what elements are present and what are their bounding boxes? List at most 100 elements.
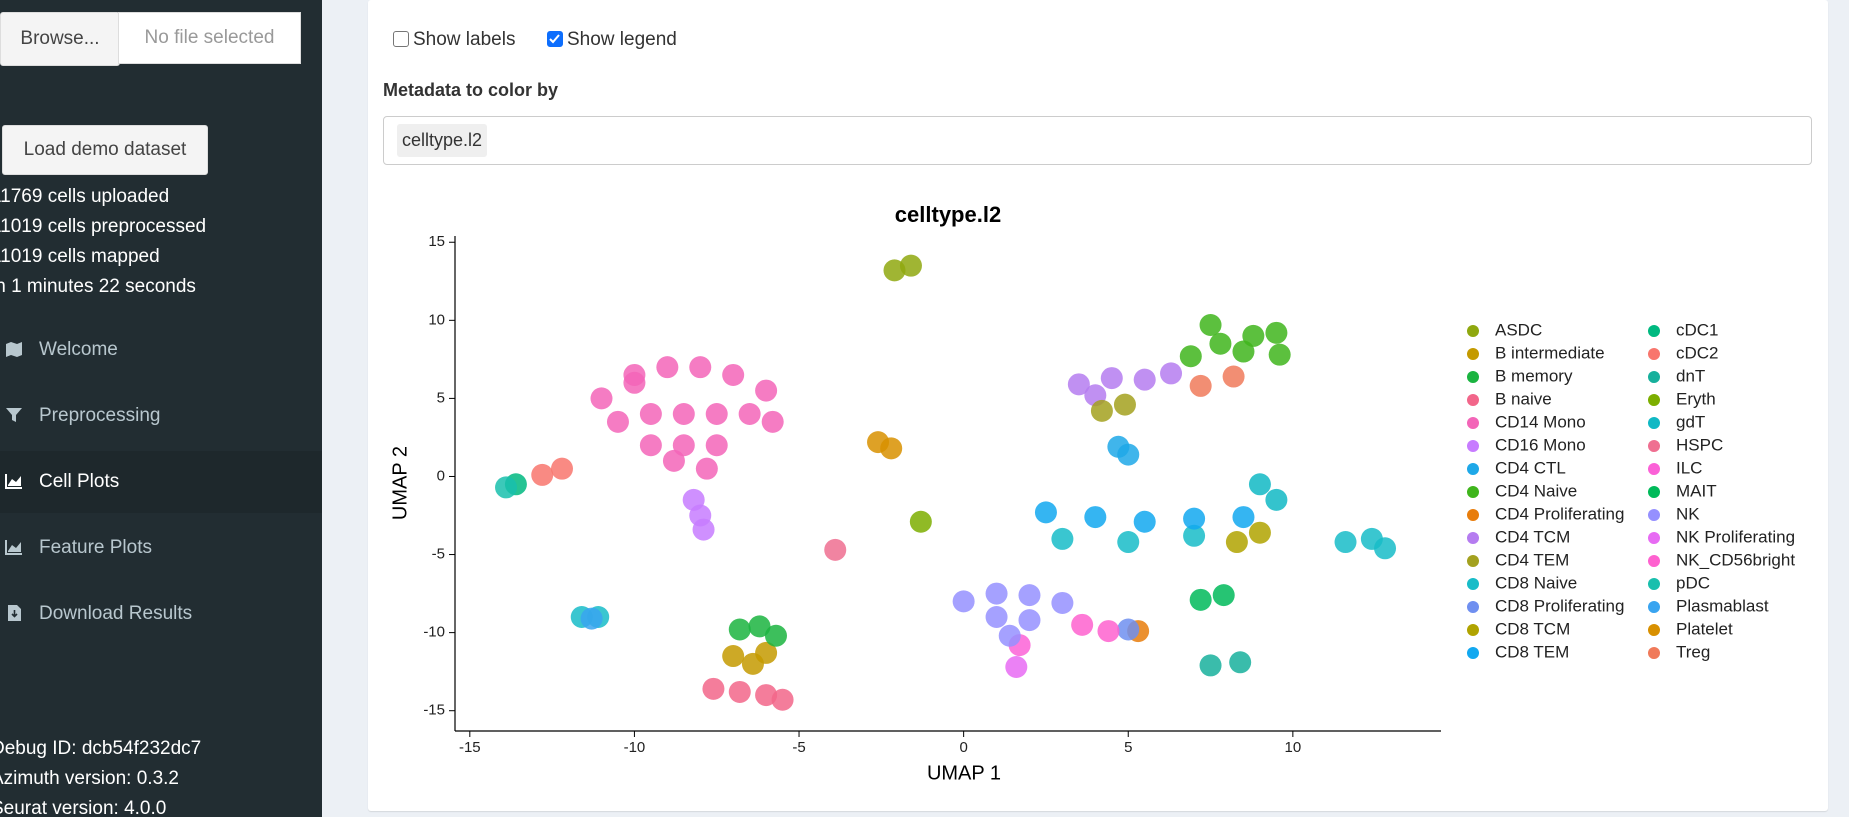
menu-item[interactable]: Download Results xyxy=(0,583,322,645)
legend-swatch xyxy=(1467,601,1479,613)
cell-cluster-point xyxy=(672,434,695,457)
legend-swatch xyxy=(1467,647,1479,659)
legend-label: CD14 Mono xyxy=(1495,412,1586,431)
y-tick-label: -10 xyxy=(423,624,445,641)
cell-cluster-point xyxy=(1248,521,1271,544)
legend-label: NK Proliferating xyxy=(1676,527,1795,546)
cell-cluster-point xyxy=(761,410,784,433)
legend-label: cDC1 xyxy=(1676,320,1719,339)
cell-cluster-point xyxy=(1051,527,1074,550)
x-tick-label: 0 xyxy=(959,739,967,756)
cell-cluster-point xyxy=(1100,367,1123,390)
cell-cluster-point xyxy=(1229,651,1252,674)
y-tick-label: 10 xyxy=(428,311,445,328)
cell-cluster-point xyxy=(1183,524,1206,547)
cell-cluster-point xyxy=(695,457,718,480)
cell-cluster-point xyxy=(692,518,715,541)
footer-text: Seurat version: 4.0.0 xyxy=(0,798,167,817)
legend-swatch xyxy=(1648,624,1660,636)
checkbox-label[interactable]: Show legend xyxy=(567,29,677,50)
checkbox-label[interactable]: Show labels xyxy=(413,29,516,50)
x-tick-label: -10 xyxy=(624,739,646,756)
cell-cluster-point xyxy=(1183,507,1206,530)
menu-item[interactable]: Feature Plots xyxy=(0,517,322,579)
demo-button[interactable]: Load demo dataset xyxy=(2,125,208,175)
cell-cluster-point xyxy=(985,606,1008,629)
checkbox[interactable] xyxy=(547,31,563,47)
cell-cluster-point xyxy=(702,677,725,700)
legend-swatch xyxy=(1467,532,1479,544)
cell-cluster-point xyxy=(550,457,573,480)
legend-label: CD8 Proliferating xyxy=(1495,596,1624,615)
cell-cluster-point xyxy=(1199,314,1222,337)
legend-label: Platelet xyxy=(1676,619,1733,638)
cell-cluster-point xyxy=(1117,443,1140,466)
file-input[interactable]: No file selected xyxy=(118,12,301,64)
y-tick-label: 15 xyxy=(428,233,445,250)
cell-cluster-point xyxy=(722,645,745,668)
legend-label: NK_CD56bright xyxy=(1676,550,1795,569)
cell-cluster-point xyxy=(639,434,662,457)
cell-cluster-point xyxy=(1179,345,1202,368)
legend-swatch xyxy=(1467,394,1479,406)
footer-text: Azimuth version: 0.3.2 xyxy=(0,768,179,789)
cell-cluster-point xyxy=(1051,591,1074,614)
legend-label: CD8 Naive xyxy=(1495,573,1577,592)
cell-cluster-point xyxy=(1133,510,1156,533)
select-input[interactable]: celltype.l2 xyxy=(383,116,1812,165)
menu-item[interactable]: Welcome xyxy=(0,319,322,381)
y-tick-label: 5 xyxy=(437,389,445,406)
legend-label: pDC xyxy=(1676,573,1710,592)
x-tick-label: -5 xyxy=(792,739,805,756)
status-text: 11019 cells mapped xyxy=(0,246,160,267)
legend-swatch xyxy=(1467,555,1479,567)
status-text: in 1 minutes 22 seconds xyxy=(0,276,196,297)
menu-label: Feature Plots xyxy=(39,537,152,558)
legend-label: ASDC xyxy=(1495,320,1542,339)
cell-cluster-point xyxy=(1117,618,1140,641)
cell-cluster-point xyxy=(1248,473,1271,496)
legend-label: CD8 TEM xyxy=(1495,642,1569,661)
legend-label: CD16 Mono xyxy=(1495,435,1586,454)
select-label: Metadata to color by xyxy=(383,80,559,100)
cell-cluster-point xyxy=(728,618,751,641)
cell-cluster-point xyxy=(1113,393,1136,416)
cell-cluster-point xyxy=(909,510,932,533)
cell-cluster-point xyxy=(1232,506,1255,529)
legend-swatch xyxy=(1648,555,1660,567)
menu-label: Download Results xyxy=(39,603,193,624)
y-tick-label: -5 xyxy=(432,546,445,563)
legend-label: NK xyxy=(1676,504,1700,523)
legend-label: CD4 Proliferating xyxy=(1495,504,1624,523)
x-tick-label: 10 xyxy=(1285,739,1302,756)
cell-cluster-point xyxy=(764,624,787,647)
cell-cluster-point xyxy=(656,356,679,379)
cell-cluster-point xyxy=(998,624,1021,647)
cell-cluster-point xyxy=(1225,531,1248,554)
legend-swatch xyxy=(1648,509,1660,521)
cell-cluster-point xyxy=(771,688,794,711)
legend-label: cDC2 xyxy=(1676,343,1719,362)
cell-cluster-point xyxy=(1018,584,1041,607)
browse-button[interactable]: Browse... xyxy=(0,12,120,66)
legend-swatch xyxy=(1648,578,1660,590)
legend-swatch xyxy=(1648,394,1660,406)
cell-cluster-point xyxy=(1067,373,1090,396)
status-text: 11019 cells preprocessed xyxy=(0,216,207,237)
cell-cluster-point xyxy=(952,590,975,613)
menu-label: Preprocessing xyxy=(39,405,161,426)
cell-cluster-point xyxy=(1265,321,1288,344)
menu-item[interactable]: Preprocessing xyxy=(0,385,322,447)
cell-cluster-point xyxy=(755,641,778,664)
menu-item[interactable]: Cell Plots xyxy=(0,451,322,513)
status-text: 11769 cells uploaded xyxy=(0,186,170,207)
legend-swatch xyxy=(1467,486,1479,498)
checkbox[interactable] xyxy=(393,31,409,47)
cell-cluster-point xyxy=(748,615,771,638)
legend-swatch xyxy=(1648,440,1660,452)
cell-cluster-point xyxy=(1160,362,1183,385)
legend-swatch xyxy=(1648,463,1660,475)
legend-label: CD4 TEM xyxy=(1495,550,1569,569)
cell-cluster-point xyxy=(623,363,646,386)
